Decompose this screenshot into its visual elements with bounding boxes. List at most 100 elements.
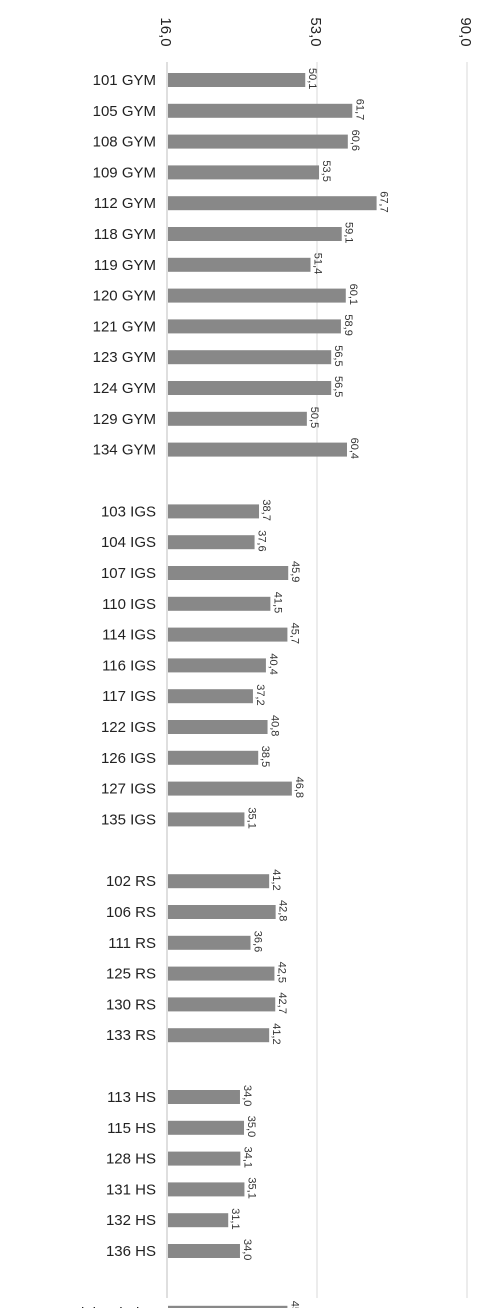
- bar: [168, 935, 251, 950]
- bar: [168, 504, 260, 519]
- bar: [168, 411, 307, 426]
- category-label: 133 RS: [106, 1027, 156, 1044]
- bar: [168, 720, 268, 734]
- category-label: 132 HS: [106, 1212, 156, 1229]
- data-label: 34,1: [241, 1147, 253, 1168]
- category-label: 128 HS: [106, 1151, 156, 1168]
- bar: [168, 257, 311, 272]
- data-label: 35,1: [245, 1177, 257, 1198]
- bar: [168, 319, 341, 334]
- category-label: 117 IGS: [102, 688, 156, 705]
- data-label: 37,6: [256, 530, 268, 551]
- gridlines: [166, 62, 468, 1298]
- category-label: 104 IGS: [101, 534, 156, 551]
- data-label: 58,9: [342, 314, 354, 335]
- bar: [168, 566, 289, 580]
- bar: [168, 1028, 270, 1043]
- data-label: 60,1: [347, 284, 359, 305]
- bar: [168, 103, 353, 118]
- bar: [168, 966, 275, 981]
- category-label: 113 HS: [107, 1089, 156, 1106]
- data-label: 38,5: [259, 746, 271, 767]
- category-label: 112 GYM: [94, 195, 156, 212]
- bar: [168, 874, 270, 889]
- data-label: 53,5: [320, 160, 332, 181]
- category-label: 123 GYM: [93, 349, 156, 366]
- data-label: 41,2: [270, 1023, 282, 1044]
- data-label: 67,7: [378, 191, 390, 212]
- data-label: 35,0: [245, 1116, 257, 1137]
- category-label: 131 HS: [106, 1181, 156, 1198]
- data-label: 40,4: [267, 653, 279, 674]
- data-label: 45,7: [288, 623, 300, 644]
- data-label: 56,5: [332, 345, 344, 366]
- data-label: 45,9: [289, 561, 301, 582]
- bar: [168, 288, 346, 303]
- category-label: 124 GYM: [93, 380, 156, 397]
- bar: [168, 535, 255, 550]
- bar: [168, 1244, 240, 1258]
- bar: [168, 165, 320, 180]
- bar: [168, 1090, 240, 1104]
- bar: [168, 73, 306, 87]
- category-label: M Projektschulen: [41, 1305, 156, 1308]
- bar: [168, 689, 253, 704]
- data-labels: 50,1 61,7 60,6 53,5 67,7 59,1 51,4 60,1 58,9 56,5…: [229, 68, 389, 1308]
- bar: [168, 381, 332, 395]
- bar: [168, 596, 271, 611]
- bar: [168, 1120, 245, 1135]
- data-label: 41,2: [270, 869, 282, 890]
- bar: [168, 905, 276, 919]
- bar: [168, 350, 332, 365]
- data-label: 34,0: [241, 1239, 253, 1260]
- bar: [168, 442, 347, 457]
- data-label: 50,5: [308, 407, 320, 428]
- category-label: 126 IGS: [101, 750, 156, 767]
- category-label: 122 IGS: [101, 719, 156, 736]
- category-label: 127 IGS: [101, 781, 156, 798]
- data-label: 34,0: [241, 1085, 253, 1106]
- category-label: 109 GYM: [93, 164, 156, 181]
- category-label: 110 IGS: [102, 596, 156, 613]
- category-labels: 101 GYM 105 GYM 108 GYM 109 GYM 112 GYM 118 G…: [41, 72, 156, 1308]
- x-tick-label: 53,0: [307, 17, 324, 46]
- category-label: 120 GYM: [93, 288, 156, 305]
- category-label: 134 GYM: [93, 442, 156, 459]
- category-label: 129 GYM: [93, 411, 156, 428]
- data-label: 46,8: [293, 777, 305, 798]
- bars: [168, 73, 377, 1308]
- data-label: 41,5: [271, 592, 283, 613]
- data-label: 42,7: [276, 992, 288, 1013]
- bar: [168, 227, 342, 241]
- category-label: 130 RS: [106, 996, 156, 1013]
- axis-tick-labels: 16,0 53,0 90,0: [157, 17, 474, 46]
- bar: [168, 781, 292, 796]
- data-label: 36,6: [252, 931, 264, 952]
- data-label: 56,5: [332, 376, 344, 397]
- category-label: 121 GYM: [93, 318, 156, 335]
- x-tick-label: 16,0: [157, 17, 174, 46]
- data-label: 37,2: [254, 684, 266, 705]
- data-label: 40,8: [269, 715, 281, 736]
- category-label: 101 GYM: [93, 72, 156, 89]
- bar: [168, 196, 377, 211]
- category-label: 114 IGS: [102, 627, 156, 644]
- category-label: 102 RS: [106, 873, 156, 890]
- data-label: 60,6: [349, 130, 361, 151]
- bar: [168, 750, 259, 765]
- category-label: 105 GYM: [93, 103, 156, 120]
- category-label: 115 HS: [107, 1120, 156, 1137]
- data-label: 35,1: [245, 807, 257, 828]
- bar: [168, 997, 276, 1012]
- category-label: 119 GYM: [94, 257, 156, 274]
- bar: [168, 134, 348, 149]
- data-label: 61,7: [353, 99, 365, 120]
- category-label: 103 IGS: [101, 503, 156, 520]
- category-label: 106 RS: [106, 904, 156, 921]
- bar: [168, 658, 266, 673]
- category-label: 111 RS: [108, 935, 156, 952]
- data-label: 60,4: [348, 438, 360, 459]
- data-label: 59,1: [343, 222, 355, 243]
- data-label: 38,7: [260, 499, 272, 520]
